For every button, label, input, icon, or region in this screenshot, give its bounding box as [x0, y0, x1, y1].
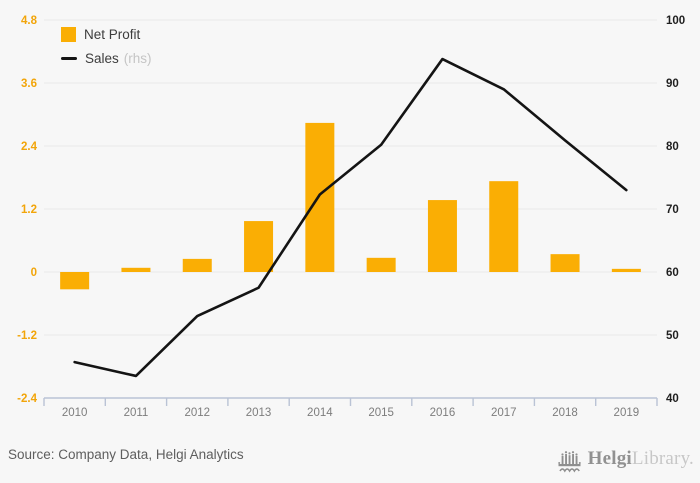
net-profit-swatch-icon — [61, 26, 76, 42]
net-profit-bar — [489, 181, 519, 272]
bridge-icon — [557, 451, 581, 473]
right-axis-tick-label: 90 — [666, 78, 679, 90]
net-profit-bar — [244, 221, 274, 272]
x-axis-year-label: 2014 — [307, 407, 333, 419]
net-profit-bar — [366, 257, 396, 272]
chart-plot-area: 4.8 100 3.6 90 2.4 80 1.2 70 0 60 -1.2 50 -2.4 40 2010… — [17, 15, 685, 419]
legend-item-sales: Sales (rhs) — [61, 49, 152, 67]
legend: Net Profit Sales (rhs) — [61, 25, 152, 73]
right-axis-tick-label: 50 — [666, 330, 679, 342]
x-axis-year-label: 2018 — [552, 407, 578, 419]
right-axis-tick-label: 60 — [666, 267, 679, 279]
left-axis-tick-label: -2.4 — [17, 393, 37, 405]
x-axis-year-label: 2011 — [124, 407, 149, 419]
legend-label-sales-rhs: (rhs) — [123, 50, 152, 66]
left-axis-tick-label: 4.8 — [21, 15, 38, 27]
net-profit-bar — [182, 258, 212, 272]
left-axis-tick-label: 3.6 — [21, 78, 37, 90]
left-axis-tick-label: 0 — [31, 267, 37, 279]
logo-text-library: Library. — [631, 448, 694, 469]
net-profit-bar — [60, 272, 90, 290]
helgi-library-logo[interactable]: HelgiLibrary. — [556, 444, 694, 474]
legend-label-net-profit: Net Profit — [84, 26, 141, 42]
x-axis-year-label: 2017 — [491, 407, 517, 419]
logo-text-helgi: Helgi — [587, 448, 632, 469]
sales-line — [73, 57, 628, 378]
right-axis-tick-label: 100 — [666, 15, 685, 27]
x-axis-year-label: 2012 — [184, 407, 210, 419]
right-axis-tick-label: 70 — [666, 204, 679, 216]
x-axis-year-label: 2013 — [246, 407, 272, 419]
net-profit-bar — [427, 200, 457, 272]
net-profit-bar — [611, 268, 641, 272]
net-profit-bar — [305, 122, 335, 273]
left-axis-tick-label: 1.2 — [21, 204, 37, 216]
left-axis-tick-label: 2.4 — [21, 141, 38, 153]
x-axis-year-label: 2019 — [614, 407, 640, 419]
legend-item-net-profit: Net Profit — [61, 25, 152, 43]
net-profit-bar — [550, 254, 580, 272]
x-axis-year-label: 2010 — [62, 407, 88, 419]
x-axis-year-label: 2016 — [430, 407, 456, 419]
net-profit-bar — [121, 267, 151, 272]
legend-label-sales: Sales — [85, 50, 119, 66]
right-axis-tick-label: 40 — [666, 393, 679, 405]
sales-line-swatch-icon — [61, 56, 77, 60]
source-note: Source: Company Data, Helgi Analytics — [8, 447, 244, 462]
left-axis-tick-label: -1.2 — [17, 330, 37, 342]
x-axis-year-label: 2015 — [368, 407, 394, 419]
right-axis-tick-label: 80 — [666, 141, 679, 153]
